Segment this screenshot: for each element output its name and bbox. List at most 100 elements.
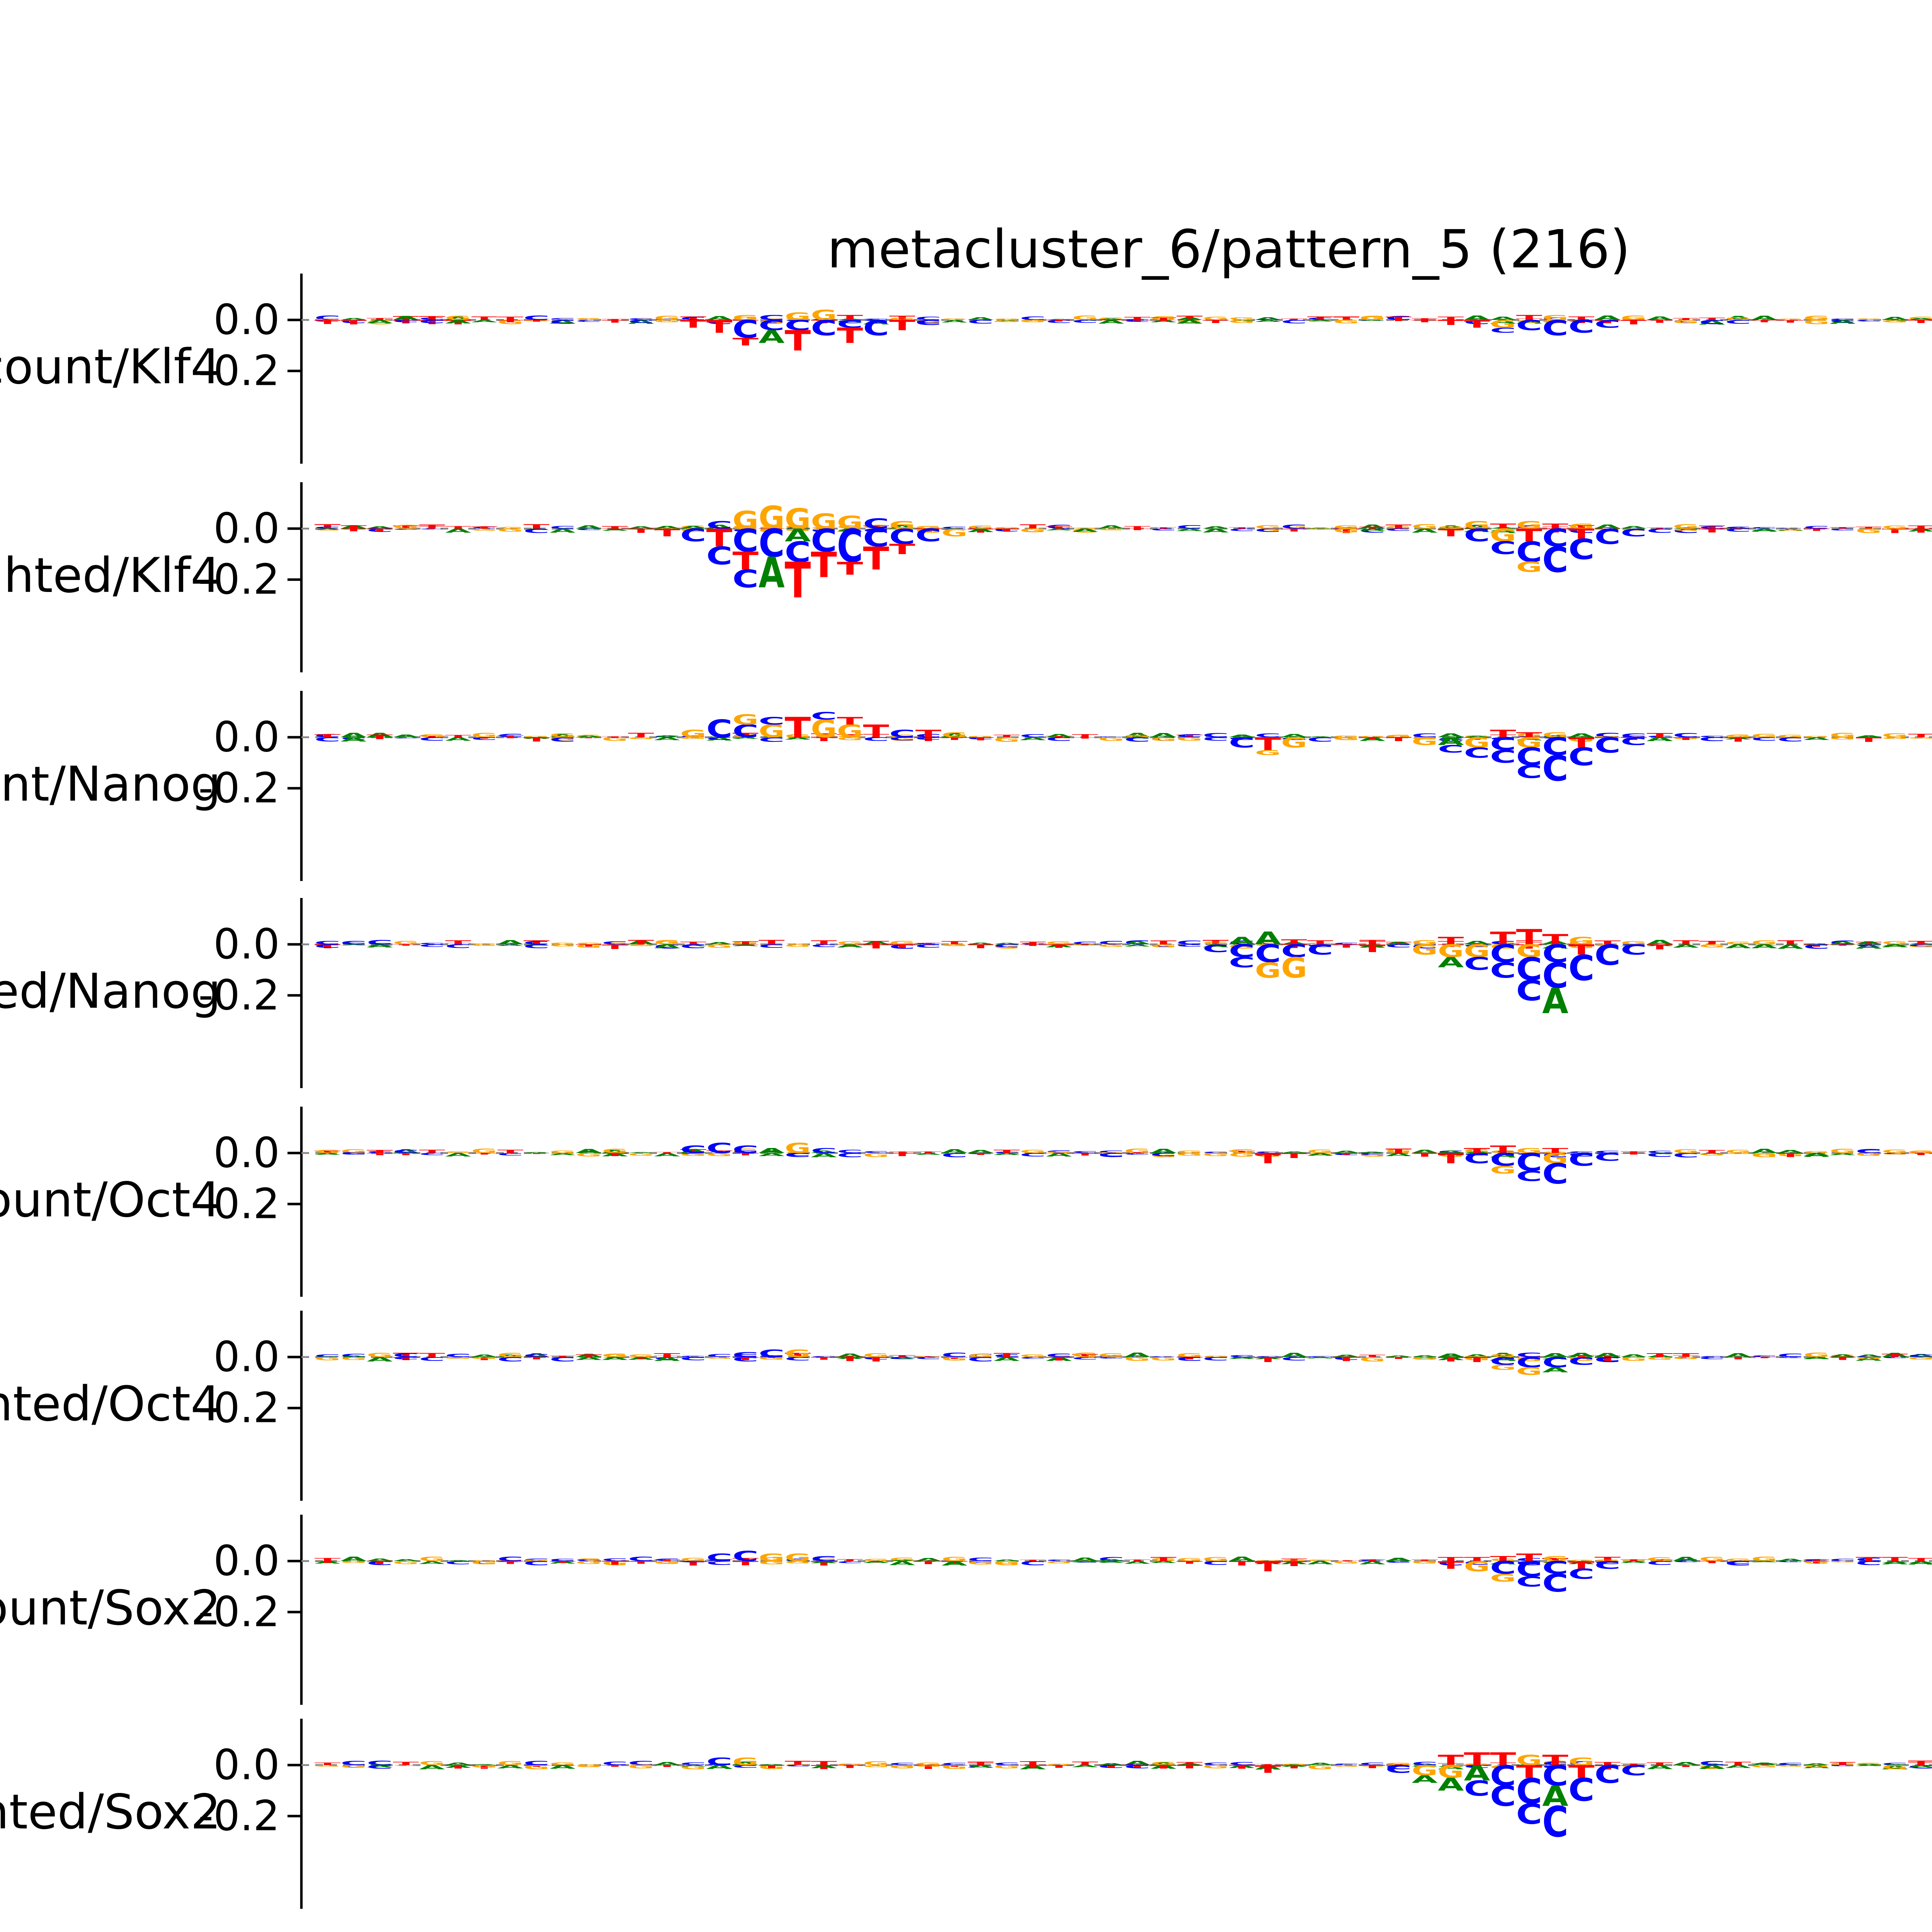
svg-text:T: T	[1777, 939, 1804, 946]
svg-text:C: C	[863, 318, 889, 320]
svg-text:T: T	[1046, 736, 1072, 738]
svg-text:A: A	[471, 320, 497, 323]
svg-text:G: G	[1882, 1764, 1908, 1770]
svg-text:G: G	[1072, 527, 1098, 534]
svg-text:T: T	[1438, 1559, 1464, 1571]
svg-text:T: T	[1281, 1560, 1307, 1568]
svg-text:T: T	[1908, 1153, 1932, 1156]
svg-text:A: A	[1464, 318, 1490, 320]
svg-text:C: C	[706, 1755, 733, 1768]
svg-text:G: G	[654, 940, 680, 946]
svg-text:G: G	[732, 1903, 759, 1932]
svg-text:G: G	[549, 942, 576, 945]
svg-text:T: T	[1359, 737, 1386, 740]
svg-text:G: G	[1725, 734, 1752, 738]
svg-text:C: C	[315, 736, 341, 743]
svg-text:C: C	[445, 1560, 471, 1566]
svg-text:A: A	[1229, 320, 1255, 321]
svg-text:A: A	[1490, 527, 1516, 534]
svg-text:A: A	[1098, 318, 1124, 321]
svg-text:G: G	[1542, 319, 1568, 325]
svg-text:T: T	[1516, 943, 1543, 950]
svg-text:G: G	[1438, 528, 1464, 532]
svg-text:C: C	[1307, 942, 1333, 958]
svg-text:C: C	[1202, 732, 1229, 739]
svg-text:T: T	[524, 939, 550, 946]
svg-text:C: C	[1464, 1150, 1490, 1167]
svg-text:T: T	[941, 736, 968, 741]
svg-text:T: T	[1699, 940, 1725, 946]
svg-text:G: G	[759, 1551, 785, 1564]
svg-text:T: T	[471, 316, 497, 321]
svg-text:C: C	[1438, 736, 1464, 743]
svg-text:G: G	[889, 736, 915, 738]
svg-text:C: C	[759, 736, 785, 743]
svg-text:T: T	[1359, 939, 1386, 946]
svg-text:A: A	[1072, 1561, 1098, 1563]
svg-text:A: A	[445, 319, 471, 325]
svg-text:A: A	[602, 1357, 628, 1358]
svg-text:G: G	[1803, 1560, 1830, 1565]
svg-text:T: T	[1856, 736, 1882, 743]
svg-text:C: C	[941, 526, 968, 529]
figure-title: metacluster_6/pattern_5 (216)	[827, 219, 1631, 281]
svg-text:A: A	[367, 526, 393, 529]
svg-text:A: A	[1647, 939, 1673, 946]
svg-text:A: A	[1098, 524, 1124, 529]
svg-text:A: A	[1647, 944, 1673, 947]
svg-text:A: A	[1020, 736, 1046, 741]
svg-text:T: T	[1281, 528, 1307, 532]
svg-text:A: A	[706, 736, 733, 737]
svg-text:A: A	[680, 944, 706, 947]
svg-text:G: G	[1621, 1356, 1647, 1362]
svg-text:G: G	[340, 1356, 367, 1361]
svg-text:A: A	[1856, 735, 1882, 738]
svg-text:G: G	[837, 735, 863, 738]
svg-text:C: C	[1490, 327, 1516, 335]
svg-text:G: G	[1150, 315, 1177, 321]
svg-text:A: A	[941, 1560, 968, 1567]
svg-text:G: G	[837, 524, 863, 530]
svg-text:T: T	[1333, 527, 1359, 535]
svg-text:T: T	[1464, 526, 1490, 529]
svg-text:G: G	[915, 319, 942, 324]
svg-text:C: C	[863, 736, 889, 742]
svg-text:A: A	[1542, 940, 1568, 946]
svg-text:G: G	[889, 1765, 915, 1767]
svg-text:T: T	[1725, 736, 1752, 743]
svg-text:T: T	[628, 1357, 654, 1359]
svg-text:A: A	[1725, 315, 1752, 321]
svg-text:A: A	[1359, 528, 1386, 532]
svg-text:T: T	[1725, 528, 1752, 530]
svg-text:A: A	[1594, 315, 1621, 321]
svg-text:A: A	[941, 528, 968, 530]
svg-text:C: C	[1856, 1560, 1882, 1566]
svg-text:T: T	[1307, 939, 1333, 946]
svg-text:G: G	[340, 1764, 367, 1769]
svg-text:T: T	[863, 1356, 889, 1363]
svg-text:T: T	[393, 319, 419, 325]
svg-text:A: A	[1307, 1357, 1333, 1358]
svg-text:G: G	[680, 525, 706, 529]
svg-text:C: C	[1020, 1560, 1046, 1567]
svg-text:G: G	[1777, 737, 1804, 739]
svg-text:C: C	[1673, 320, 1699, 323]
svg-text:G: G	[759, 721, 785, 742]
svg-text:T: T	[1516, 940, 1543, 946]
svg-text:T: T	[1255, 1763, 1282, 1776]
svg-text:T: T	[1438, 320, 1464, 322]
svg-text:C: C	[863, 516, 889, 532]
svg-text:A: A	[1908, 1765, 1932, 1769]
svg-text:C: C	[759, 1347, 785, 1360]
svg-text:A: A	[445, 736, 471, 742]
svg-text:A: A	[628, 319, 654, 325]
svg-text:A: A	[1202, 528, 1229, 534]
svg-text:A: A	[1359, 1560, 1386, 1566]
svg-text:G: G	[785, 1347, 811, 1360]
svg-text:T: T	[1699, 525, 1725, 529]
svg-text:G: G	[1359, 315, 1386, 321]
svg-text:T: T	[1777, 319, 1804, 323]
svg-text:G: G	[1333, 1560, 1359, 1565]
